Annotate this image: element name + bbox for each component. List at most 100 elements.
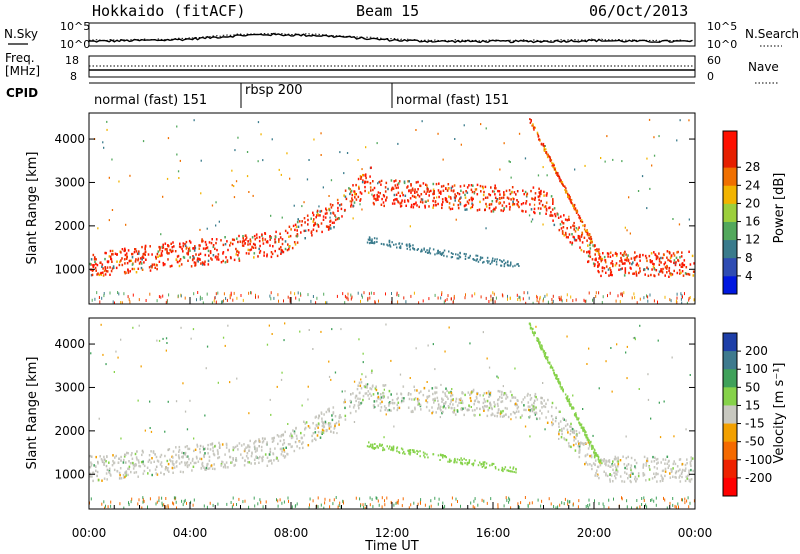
echo-cell-1136	[142, 451, 144, 454]
echo-cell-1515	[549, 156, 551, 158]
echo-cell-467	[516, 203, 518, 206]
nsky-label: N.Sky	[4, 27, 38, 41]
echo-cell-697	[334, 423, 336, 426]
echo-cell-358	[135, 456, 138, 459]
echo-cell-244	[467, 202, 470, 205]
echo-cell-972	[231, 461, 233, 464]
echo-cell-1401	[638, 388, 640, 390]
echo-cell-537	[108, 255, 111, 258]
echo-cell-1653	[229, 296, 231, 300]
echo-cell-119	[464, 196, 467, 199]
echo-cell-955	[529, 415, 531, 418]
echo-cell-980	[645, 461, 648, 465]
echo-cell-1295	[388, 404, 390, 407]
echo-cell-1723	[536, 299, 538, 303]
echo-cell-1370	[439, 416, 441, 419]
echo-cell-63	[653, 472, 655, 475]
echo-cell-1126	[128, 467, 130, 471]
echo-cell-2017	[412, 244, 414, 247]
echo-cell-1729	[381, 505, 383, 509]
echo-cell-2003	[372, 447, 374, 450]
echo-cell-959	[181, 247, 183, 251]
echo-cell-641	[105, 251, 107, 255]
echo-cell-56	[551, 405, 553, 409]
echo-cell-1431	[448, 326, 450, 329]
echo-cell-903	[238, 259, 241, 262]
echo-cell-1096	[431, 411, 433, 415]
echo-cell-726	[667, 258, 669, 262]
echo-cell-609	[575, 442, 577, 445]
echo-cell-2036	[459, 251, 461, 254]
echo-cell-1042	[172, 450, 175, 453]
echo-cell-1353	[496, 198, 498, 200]
power-data-layer	[89, 118, 695, 304]
echo-cell-589	[668, 275, 670, 278]
echo-cell-1745	[490, 294, 492, 298]
echo-cell-1259	[634, 477, 636, 481]
echo-cell-1504	[552, 162, 555, 165]
echo-cell-1182	[459, 203, 462, 206]
echo-cell-32	[196, 457, 198, 460]
echo-cell-1438	[271, 138, 273, 141]
echo-cell-545	[495, 206, 497, 209]
echo-cell-1430	[271, 333, 273, 335]
echo-cell-507	[642, 474, 645, 477]
echo-cell-1221	[303, 229, 306, 233]
echo-cell-223	[563, 234, 565, 237]
echo-cell-1393	[436, 196, 438, 199]
colorbar-tick-label-4: -15	[745, 417, 765, 431]
echo-cell-217	[661, 271, 664, 274]
echo-cell-1329	[129, 174, 131, 177]
echo-cell-1361	[339, 151, 341, 154]
echo-cell-1328	[503, 142, 505, 145]
echo-cell-1378	[365, 146, 367, 149]
echo-cell-322	[425, 192, 427, 195]
echo-cell-414	[367, 390, 370, 393]
echo-cell-1485	[547, 356, 549, 359]
echo-cell-273	[193, 261, 196, 264]
echo-cell-439	[264, 437, 266, 440]
echo-cell-17	[154, 468, 157, 471]
echo-cell-2060	[472, 464, 474, 467]
echo-cell-207	[675, 256, 678, 259]
echo-cell-1242	[141, 245, 143, 249]
echo-cell-467	[207, 467, 209, 470]
echo-cell-892	[482, 401, 485, 405]
echo-cell-1281	[167, 448, 169, 452]
colorbar-swatch-7	[723, 149, 737, 168]
colorbar-swatch-3	[723, 221, 737, 241]
echo-cell-1943	[480, 463, 483, 465]
echo-cell-252	[573, 236, 575, 239]
echo-cell-551	[415, 201, 417, 204]
echo-cell-572	[137, 259, 139, 262]
echo-cell-759	[119, 474, 121, 477]
echo-cell-408	[199, 447, 201, 451]
echo-cell-560	[654, 475, 656, 479]
echo-cell-988	[328, 423, 330, 426]
echo-cell-1755	[109, 291, 111, 295]
echo-cell-245	[433, 196, 435, 200]
echo-cell-121	[336, 198, 339, 202]
echo-cell-342	[592, 462, 595, 465]
echo-cell-1902	[357, 291, 359, 295]
echo-cell-1113	[270, 459, 272, 462]
echo-cell-1644	[557, 380, 559, 383]
echo-cell-335	[254, 246, 257, 249]
echo-cell-403	[339, 204, 341, 207]
echo-cell-1798	[277, 504, 279, 508]
echo-cell-1998	[389, 245, 392, 248]
echo-cell-66	[124, 249, 126, 252]
echo-cell-582	[331, 204, 334, 207]
echo-cell-2019	[407, 449, 409, 452]
echo-cell-1196	[189, 249, 191, 252]
echo-cell-775	[533, 408, 535, 411]
echo-cell-634	[508, 208, 511, 211]
echo-cell-1460	[689, 374, 691, 376]
echo-cell-692	[494, 414, 496, 418]
echo-cell-738	[359, 198, 362, 201]
echo-cell-1668	[338, 504, 340, 507]
echo-cell-312	[464, 208, 466, 211]
echo-cell-1991	[380, 242, 383, 245]
echo-cell-994	[658, 257, 661, 260]
echo-cell-1673	[326, 301, 328, 304]
